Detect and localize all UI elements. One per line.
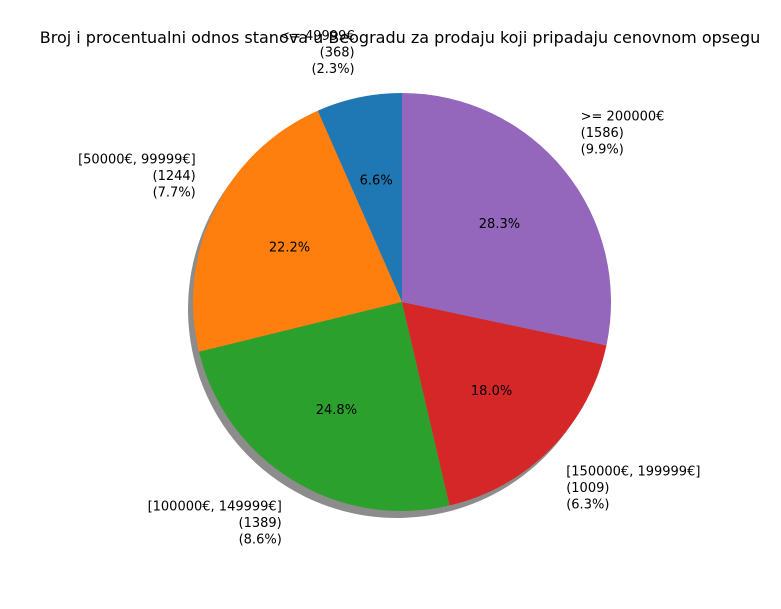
outer-label-count: (1009) — [566, 481, 609, 496]
slice-5-wedge — [402, 92, 612, 346]
outer-label-share: (9.9%) — [581, 142, 624, 157]
outer-label-count: (1586) — [581, 126, 624, 141]
outer-label-share: (8.6%) — [239, 532, 282, 547]
slice-2-wedge — [192, 110, 402, 352]
outer-label-range: [150000€, 199999€] — [566, 464, 700, 479]
slice-4-percent-label: 18.0% — [471, 384, 512, 399]
outer-label-count: (1389) — [239, 516, 282, 531]
slice-3-percent-label: 24.8% — [316, 403, 357, 418]
outer-label-range: [100000€, 149999€] — [148, 499, 282, 514]
slice-2-percent-label: 22.2% — [269, 241, 310, 256]
outer-label-range: <= 49999€ — [279, 29, 355, 44]
slice-1-percent-label: 6.6% — [360, 173, 393, 188]
outer-label-count: (368) — [320, 46, 355, 61]
slice-3-outer-label: [100000€, 149999€] (1389) (8.6%) — [148, 499, 282, 547]
slice-1-wedge — [317, 93, 402, 302]
slice-4-wedge — [402, 302, 607, 506]
slice-2-outer-label: [50000€, 99999€] (1244) (7.7%) — [78, 152, 196, 200]
outer-label-share: (7.7%) — [153, 185, 196, 200]
slice-5-percent-label: 28.3% — [479, 217, 520, 232]
pie-percent-labels: 6.6% 22.2% 24.8% 18.0% 28.3% — [269, 173, 520, 418]
pie-outer-labels: <= 49999€ (368) (2.3%) [50000€, 99999€] (124… — [78, 29, 700, 547]
outer-label-share: (6.3%) — [566, 497, 609, 512]
chart-title: Broj i procentualni odnos stanova u Beog… — [40, 28, 761, 47]
slice-3-wedge — [199, 302, 450, 512]
slice-4-outer-label: [150000€, 199999€] (1009) (6.3%) — [566, 464, 700, 512]
outer-label-share: (2.3%) — [311, 62, 354, 77]
slice-1-outer-label: <= 49999€ (368) (2.3%) — [279, 29, 355, 77]
slice-5-outer-label: >= 200000€ (1586) (9.9%) — [581, 109, 665, 157]
outer-label-range: >= 200000€ — [581, 109, 665, 124]
pie-slices — [192, 92, 612, 512]
outer-label-range: [50000€, 99999€] — [78, 152, 196, 167]
outer-label-count: (1244) — [153, 169, 196, 184]
